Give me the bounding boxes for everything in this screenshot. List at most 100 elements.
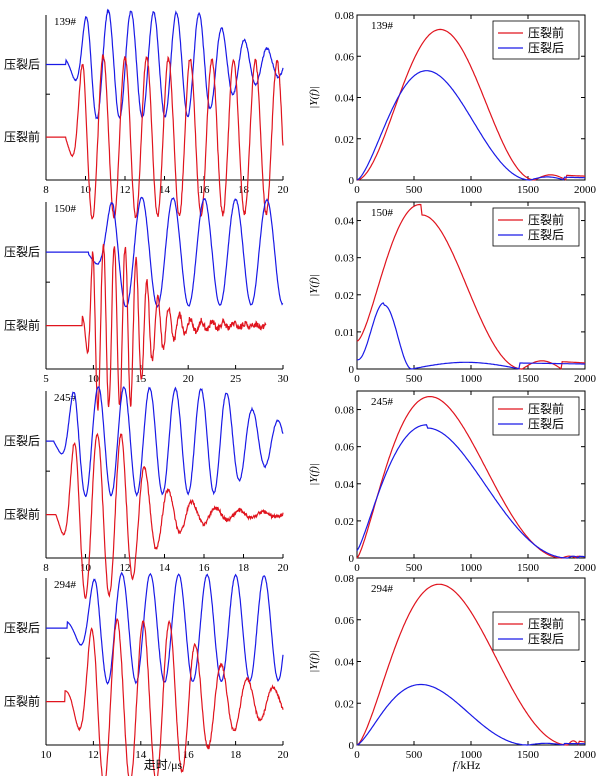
spectrum-panel-0: 0 500 1000 1500 2000 0 0.02 0.04 0.06 0.08 |Y(f)| 1… [308, 10, 597, 196]
spectrum-series-line [356, 424, 585, 559]
waveform-series-label: 压裂后 [4, 245, 40, 259]
spectrum-y-tick-label: 0.08 [335, 405, 355, 417]
waveform-x-tick-label: 20 [278, 749, 290, 761]
spectrum-x-tick-label: 0 [354, 749, 360, 761]
spectrum-y-tick-label: 0.08 [335, 10, 355, 22]
waveform-x-tick-label: 20 [278, 184, 290, 196]
legend-label: 压裂前 [528, 25, 564, 40]
waveform-series-label: 压裂前 [4, 507, 40, 522]
waveform-series-line [46, 243, 267, 411]
waveform-series-line [46, 617, 284, 776]
waveform-x-tick-label: 10 [41, 749, 53, 761]
spectrum-x-tick-label: 2000 [574, 184, 597, 196]
waveform-series-line [46, 385, 284, 498]
frequency-axis-label: f /kHz [453, 758, 481, 772]
waveform-series-line [46, 53, 284, 220]
time-axis-label: 走时/μs [144, 758, 183, 772]
spectrum-series-line [356, 28, 585, 181]
sample-label: 150# [54, 203, 77, 215]
spectrum-x-tick-label: 0 [354, 184, 360, 196]
legend-box [492, 20, 580, 60]
freq-axis-label-f: f [453, 758, 458, 772]
waveform-x-tick-label: 25 [230, 373, 242, 385]
spectrum-x-tick-label: 1000 [460, 373, 483, 385]
spectrum-series-line [356, 583, 586, 746]
spectrum-y-tick-label: 0.03 [335, 253, 355, 265]
waveform-x-tick-label: 14 [159, 562, 171, 574]
spectrum-x-tick-label: 2000 [574, 373, 597, 385]
spectrum-x-tick-label: 1500 [517, 184, 540, 196]
spectrum-y-tick-label: 0.02 [335, 698, 354, 710]
spectrum-series-line [356, 683, 586, 746]
spectrum-y-axis-label: |Y(f)| [308, 463, 320, 486]
sample-label: 294# [371, 583, 394, 595]
spectrum-x-tick-label: 1500 [517, 373, 540, 385]
spectrum-y-tick-label: 0.04 [335, 479, 355, 491]
waveform-series-line [46, 571, 284, 685]
waveform-x-tick-label: 30 [278, 373, 290, 385]
waveform-series-label: 压裂后 [4, 58, 40, 72]
legend-box [492, 207, 580, 247]
sample-label: 139# [371, 20, 394, 32]
spectrum-panel-1: 0 500 1000 1500 2000 0 0.01 0.02 0.03 0.04 |Y(f)| 1… [308, 201, 597, 385]
sample-label: 245# [371, 396, 394, 408]
waveform-series-line [46, 8, 284, 120]
spectrum-series-line [356, 396, 585, 559]
waveform-x-tick-label: 8 [43, 562, 49, 574]
spectrum-x-tick-label: 1000 [460, 184, 483, 196]
legend-label: 压裂前 [528, 401, 564, 416]
sample-label: 150# [371, 207, 394, 219]
waveform-x-tick-label: 10 [80, 184, 92, 196]
spectrum-y-axis-label: |Y(f)| [308, 650, 320, 673]
spectrum-frame [356, 577, 586, 746]
waveform-series-line [46, 432, 284, 600]
waveform-x-tick-label: 12 [120, 184, 131, 196]
spectrum-panel-3: 0 500 1000 1500 2000 0 0.02 0.04 0.06 0.08 |Y(f)| 2… [308, 573, 597, 761]
sample-label: 139# [54, 16, 77, 28]
waveform-x-tick-label: 10 [80, 562, 92, 574]
spectrum-x-tick-label: 1000 [460, 749, 483, 761]
spectrum-y-axis-label: |Y(f)| [308, 274, 320, 297]
waveform-x-tick-label: 8 [43, 184, 49, 196]
spectrum-series-line [356, 70, 585, 181]
spectrum-y-tick-label: 0.06 [335, 51, 355, 63]
spectrum-series-line [356, 203, 586, 370]
spectrum-y-tick-label: 0 [349, 364, 355, 376]
waveform-x-tick-label: 14 [159, 184, 171, 196]
legend-label: 压裂后 [528, 228, 564, 242]
spectrum-panel-2: 0 500 1000 1500 2000 0 0.02 0.04 0.06 0.08 |Y(f)| 2… [308, 390, 597, 574]
spectrum-y-tick-label: 0 [349, 740, 355, 752]
freq-axis-label-unit: /kHz [457, 758, 480, 772]
legend-label: 压裂前 [528, 616, 564, 631]
waveform-series-label: 压裂后 [4, 621, 40, 635]
waveform-series-label: 压裂前 [4, 694, 40, 709]
waveform-series-label: 压裂后 [4, 434, 40, 448]
spectrum-y-tick-label: 0.02 [335, 516, 354, 528]
spectrum-y-tick-label: 0.04 [335, 216, 355, 228]
spectrum-x-tick-label: 0 [354, 562, 360, 574]
spectrum-x-tick-label: 1500 [517, 749, 540, 761]
waveform-x-tick-label: 12 [88, 749, 99, 761]
legend-label: 压裂后 [528, 417, 564, 431]
waveform-x-tick-label: 5 [43, 373, 49, 385]
spectrum-y-tick-label: 0.02 [335, 134, 354, 146]
waveform-x-tick-label: 18 [230, 749, 242, 761]
waveform-x-tick-label: 14 [135, 749, 147, 761]
waveform-x-tick-label: 20 [183, 373, 195, 385]
spectrum-x-tick-label: 0 [354, 373, 360, 385]
sample-label: 294# [54, 579, 77, 591]
waveform-x-tick-label: 18 [238, 184, 250, 196]
legend-label: 压裂后 [528, 41, 564, 55]
spectrum-x-tick-label: 500 [406, 749, 423, 761]
spectrum-y-tick-label: 0.06 [335, 615, 355, 627]
spectrum-x-tick-label: 500 [406, 562, 423, 574]
legend-box [492, 611, 580, 651]
